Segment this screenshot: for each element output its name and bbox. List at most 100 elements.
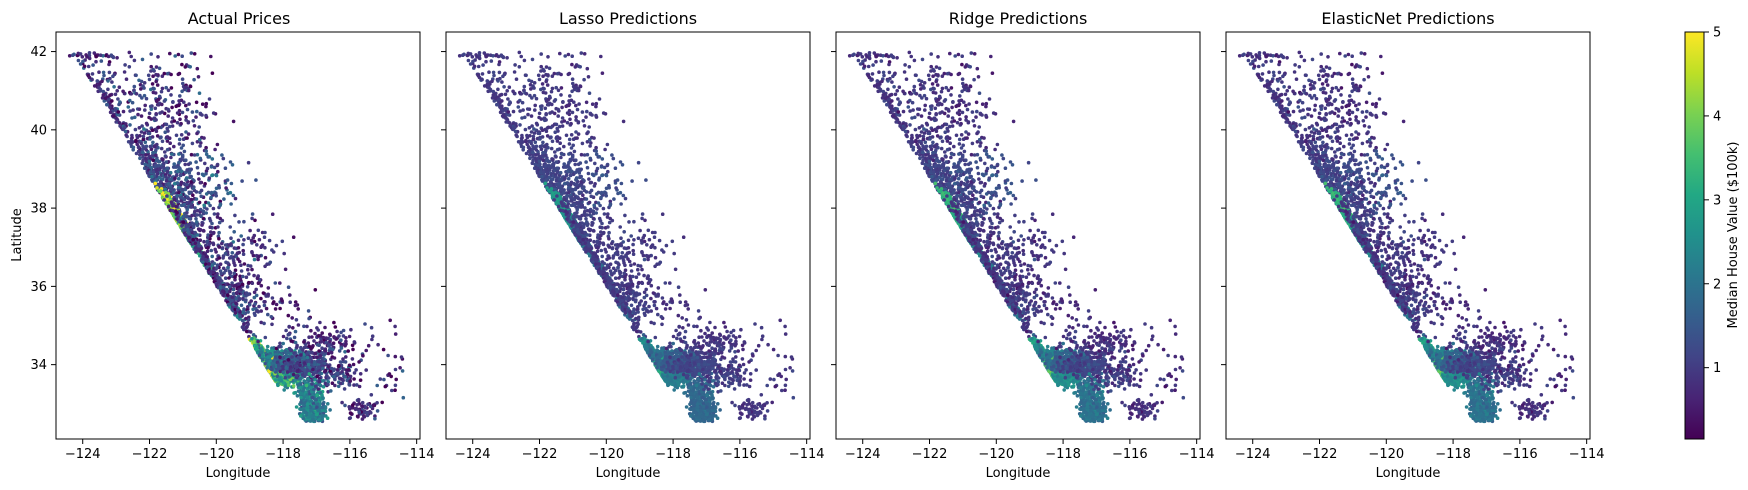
scatter-point — [174, 165, 178, 169]
scatter-point — [209, 54, 213, 59]
scatter-point — [160, 74, 165, 78]
scatter-point — [146, 73, 151, 78]
scatter-point — [271, 250, 276, 254]
scatter-point — [347, 416, 352, 421]
scatter-point — [242, 219, 246, 224]
scatter-point — [556, 107, 560, 112]
scatter-point — [273, 307, 278, 311]
scatter-point — [197, 125, 201, 129]
scatter-point — [182, 227, 187, 232]
scatter-point — [233, 213, 237, 218]
scatter-point — [197, 137, 202, 142]
scatter-point — [320, 413, 324, 418]
scatter-point — [200, 223, 204, 227]
scatter-point — [500, 80, 504, 84]
panel-actual-prices: Actual Prices −124 −122 −120 −118 −116 −114 3… — [10, 9, 435, 481]
y-tick-label: 38 — [30, 202, 47, 217]
scatter-point — [295, 394, 300, 398]
scatter-point — [207, 216, 212, 221]
scatter-point — [220, 246, 225, 250]
scatter-point — [84, 53, 88, 57]
scatter-point — [358, 372, 363, 376]
scatter-point — [299, 395, 303, 400]
scatter-point — [182, 100, 186, 104]
scatter-point — [148, 104, 153, 109]
scatter-point — [226, 265, 230, 270]
scatter-point — [228, 225, 232, 229]
y-tick-label: 36 — [30, 280, 47, 295]
scatter-point — [314, 398, 319, 402]
x-axis-label: Longitude — [206, 466, 271, 481]
scatter-point — [472, 64, 477, 69]
scatter-point — [329, 366, 334, 371]
scatter-point — [191, 186, 196, 191]
scatter-point — [180, 54, 184, 58]
scatter-point — [149, 64, 153, 69]
scatter-point — [293, 340, 298, 345]
scatter-point — [347, 363, 352, 368]
scatter-point — [315, 393, 320, 398]
scatter-point — [264, 306, 269, 311]
scatter-point — [232, 261, 236, 265]
scatter-point — [110, 99, 114, 103]
scatter-point — [232, 271, 237, 276]
x-tick-label: −114 — [399, 447, 435, 462]
scatter-point — [184, 85, 188, 89]
scatter-point — [335, 368, 340, 372]
scatter-point — [211, 270, 216, 275]
scatter-point — [239, 269, 244, 273]
scatter-point — [291, 372, 296, 377]
scatter-point — [155, 83, 160, 87]
scatter-point — [80, 55, 85, 59]
scatter-point — [302, 361, 307, 365]
scatter-point — [319, 340, 324, 344]
scatter-point — [262, 303, 267, 308]
scatter-point — [215, 265, 219, 270]
scatter-point — [302, 356, 307, 361]
scatter-point — [254, 293, 259, 298]
scatter-point — [185, 227, 190, 232]
scatter-point — [155, 134, 160, 138]
scatter-point — [234, 301, 238, 306]
scatter-point — [339, 338, 343, 343]
scatter-point — [364, 368, 369, 372]
scatter-point — [159, 89, 164, 94]
scatter-point — [210, 254, 214, 259]
scatter-point — [195, 213, 199, 217]
scatter-point — [266, 355, 270, 359]
scatter-point — [323, 361, 327, 366]
scatter-point — [466, 58, 471, 63]
scatter-point — [401, 395, 406, 400]
scatter-point — [336, 384, 341, 389]
scatter-point — [170, 208, 175, 213]
scatter-point — [200, 102, 205, 106]
scatter-point — [247, 272, 251, 276]
scatter-point — [67, 54, 72, 58]
scatter-point — [296, 323, 301, 327]
scatter-point — [477, 75, 482, 80]
scatter-point — [128, 123, 132, 127]
scatter-point — [208, 225, 212, 229]
scatter-point — [320, 331, 325, 335]
scatter-point — [192, 52, 197, 56]
scatter-point — [337, 363, 341, 368]
scatter-point — [497, 70, 502, 75]
scatter-point — [184, 103, 188, 108]
scatter-point — [315, 374, 320, 379]
scatter-point — [141, 158, 145, 163]
scatter-point — [341, 334, 346, 338]
scatter-point — [489, 59, 494, 63]
scatter-point — [305, 355, 310, 360]
scatter-point — [170, 105, 174, 110]
scatter-point — [276, 382, 280, 386]
scatter-point — [360, 400, 365, 405]
scatter-point — [71, 53, 75, 57]
scatter-point — [134, 92, 139, 96]
x-tick-label: −120 — [198, 447, 234, 462]
scatter-point — [192, 124, 197, 128]
scatter-point — [208, 203, 212, 208]
scatter-point — [528, 93, 532, 98]
scatter-point — [496, 87, 500, 92]
scatter-point — [242, 322, 246, 326]
scatter-point — [529, 87, 533, 91]
